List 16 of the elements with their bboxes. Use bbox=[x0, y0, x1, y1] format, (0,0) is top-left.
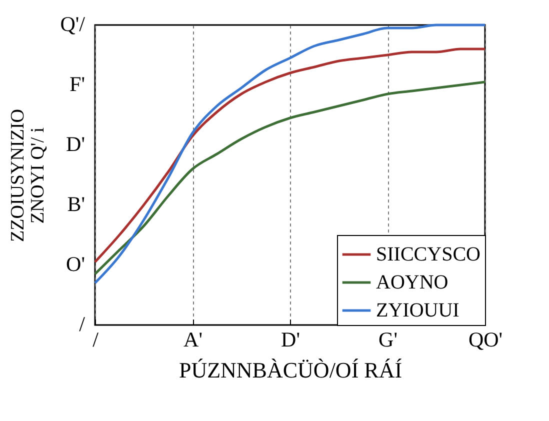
x-axis-title: PÚZNNBÀCÜÒ/OÍ RÁÍ bbox=[178, 358, 402, 382]
legend-label: ZYIOUUI bbox=[376, 300, 460, 322]
text: D' bbox=[66, 132, 85, 156]
x-tick-label: G' bbox=[378, 328, 398, 352]
text: Q'/ bbox=[60, 12, 86, 36]
x-tick-label: QO' bbox=[468, 328, 503, 352]
x-tick-label: A' bbox=[184, 328, 202, 352]
text: F' bbox=[70, 72, 85, 96]
x-tick-label: / bbox=[92, 328, 99, 352]
text: O' bbox=[66, 252, 85, 276]
legend-label: AOYNO bbox=[376, 272, 448, 294]
text: B' bbox=[67, 192, 85, 216]
y-axis-title: ZZOIUSYNIZIO ZNOYI Q'/ i bbox=[8, 109, 48, 242]
text: / bbox=[79, 312, 86, 336]
x-tick-label: D' bbox=[281, 328, 300, 352]
legend-label: SIICCYSCO bbox=[376, 244, 480, 266]
